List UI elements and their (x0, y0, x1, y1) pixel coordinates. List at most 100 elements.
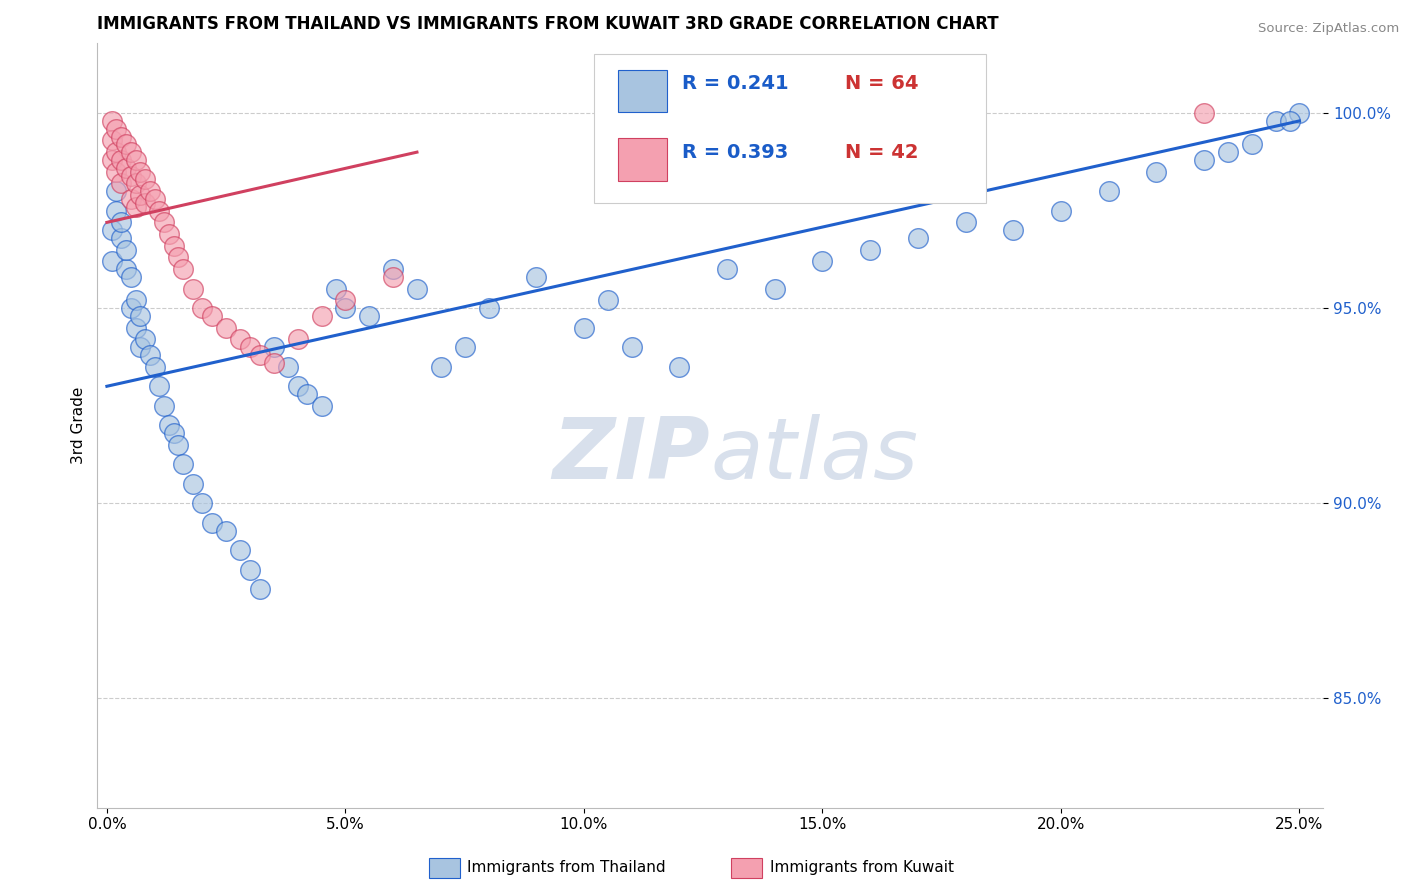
Point (105, 203, 128, 218)
Point (157, 418, 180, 433)
Point (134, 333, 156, 347)
Text: Immigrants from Thailand: Immigrants from Thailand (467, 861, 665, 875)
Point (1050, 203, 1073, 218)
Point (263, 356, 285, 370)
Point (110, 215, 132, 229)
Point (325, 282, 347, 296)
Point (163, 239, 186, 253)
Bar (619, 70, 668, 112)
Point (172, 262, 194, 277)
Text: Source: ZipAtlas.com: Source: ZipAtlas.com (1258, 22, 1399, 36)
Point (1192, 153, 1215, 167)
Bar (619, 138, 668, 180)
Point (120, 192, 142, 206)
Point (1097, 184, 1119, 198)
Point (100, 254, 122, 268)
Point (143, 192, 166, 206)
Point (201, 516, 224, 530)
Text: Immigrants from Kuwait: Immigrants from Kuwait (770, 861, 955, 875)
Point (382, 270, 405, 285)
Point (263, 340, 285, 354)
Point (105, 184, 128, 198)
Text: N = 64: N = 64 (845, 74, 918, 93)
Point (120, 270, 142, 285)
Text: ZIP: ZIP (553, 415, 710, 498)
Point (955, 215, 977, 229)
Point (105, 164, 128, 178)
Point (215, 524, 238, 538)
Point (115, 161, 138, 175)
Point (120, 145, 142, 160)
Point (110, 231, 132, 245)
Point (124, 320, 146, 334)
Point (229, 333, 252, 347)
Text: atlas: atlas (710, 415, 918, 498)
Point (129, 188, 152, 202)
Point (134, 195, 156, 210)
Point (1278, 114, 1301, 128)
Point (181, 282, 204, 296)
Point (115, 243, 138, 257)
Point (167, 438, 190, 452)
Point (620, 340, 643, 354)
Point (596, 293, 619, 308)
Point (115, 137, 138, 152)
Point (105, 145, 128, 160)
Point (167, 251, 190, 265)
Point (153, 399, 176, 413)
Point (110, 129, 132, 144)
Point (115, 262, 138, 277)
Point (110, 153, 132, 167)
Point (1002, 223, 1025, 237)
Point (716, 262, 738, 277)
Point (277, 359, 299, 374)
Point (406, 282, 429, 296)
Point (453, 340, 475, 354)
Point (172, 458, 194, 472)
Point (157, 227, 180, 241)
Point (124, 153, 146, 167)
Point (124, 293, 146, 308)
Point (907, 231, 929, 245)
Point (763, 282, 786, 296)
Point (191, 301, 214, 316)
Point (239, 563, 262, 577)
Point (811, 254, 834, 268)
Point (1288, 106, 1310, 120)
Point (668, 359, 690, 374)
Point (105, 121, 128, 136)
Point (124, 177, 146, 191)
Point (124, 200, 146, 214)
FancyBboxPatch shape (593, 54, 986, 203)
Text: IMMIGRANTS FROM THAILAND VS IMMIGRANTS FROM KUWAIT 3RD GRADE CORRELATION CHART: IMMIGRANTS FROM THAILAND VS IMMIGRANTS F… (97, 15, 1000, 33)
Point (287, 379, 309, 393)
Point (153, 215, 176, 229)
Text: R = 0.241: R = 0.241 (682, 74, 789, 93)
Point (120, 169, 142, 183)
Point (1144, 164, 1167, 178)
Point (1264, 114, 1286, 128)
Point (100, 223, 122, 237)
Point (229, 543, 252, 558)
Point (249, 348, 271, 362)
Point (100, 133, 122, 147)
Point (335, 293, 357, 308)
Point (249, 582, 271, 597)
Point (287, 333, 309, 347)
Point (572, 320, 595, 334)
Point (1240, 137, 1263, 152)
Point (859, 243, 882, 257)
Point (382, 262, 405, 277)
Point (100, 153, 122, 167)
Point (129, 340, 152, 354)
Point (100, 114, 122, 128)
Point (129, 309, 152, 323)
Point (335, 301, 357, 316)
Point (311, 399, 333, 413)
Point (120, 301, 142, 316)
Point (430, 359, 453, 374)
Point (139, 348, 162, 362)
Y-axis label: 3rd Grade: 3rd Grade (72, 386, 86, 464)
Point (359, 309, 381, 323)
Text: N = 42: N = 42 (845, 143, 918, 161)
